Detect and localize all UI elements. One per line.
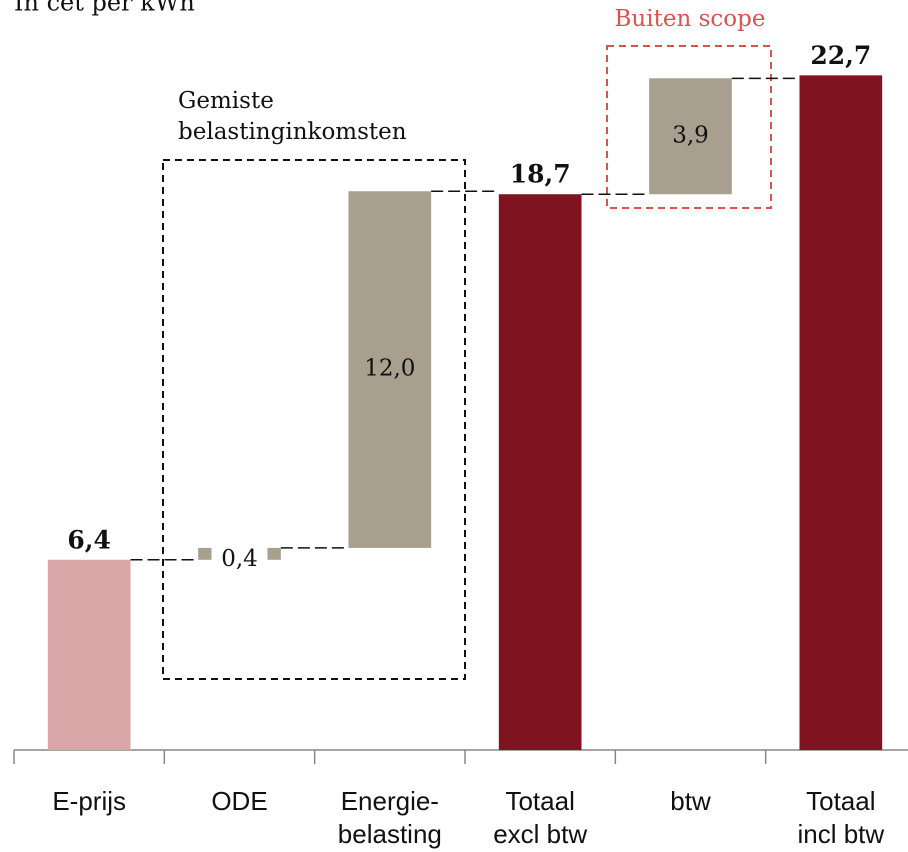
x-tick-label: excl btw	[493, 819, 587, 849]
x-tick-label: E-prijs	[52, 786, 126, 816]
chart-title: In cet per kWh	[14, 0, 195, 17]
annotation-label: Gemiste	[178, 88, 274, 114]
x-tick-label: btw	[670, 786, 711, 816]
x-tick-label: belasting	[338, 819, 442, 849]
x-tick-label: incl btw	[797, 819, 884, 849]
x-tick-label: Totaal	[806, 786, 875, 816]
value-label: 18,7	[510, 160, 571, 189]
bar	[498, 194, 582, 751]
value-label: 3,9	[672, 122, 709, 148]
annotation-label: Buiten scope	[615, 6, 766, 32]
x-tick-label: Energie-	[341, 786, 439, 816]
bar	[649, 78, 732, 195]
x-tick-label: ODE	[211, 786, 267, 816]
bar	[799, 75, 883, 750]
value-label: 12,0	[364, 356, 415, 382]
annotation-label: belastinginkomsten	[178, 119, 407, 145]
value-label: 0,4	[221, 546, 258, 572]
annotation-box	[162, 159, 466, 680]
bar	[47, 559, 131, 750]
label-bg	[211, 545, 268, 574]
annotation-box	[606, 45, 772, 209]
value-label: 22,7	[810, 41, 871, 70]
bar	[348, 191, 432, 548]
value-label: 6,4	[67, 525, 111, 554]
x-tick-label: Totaal	[505, 786, 574, 816]
